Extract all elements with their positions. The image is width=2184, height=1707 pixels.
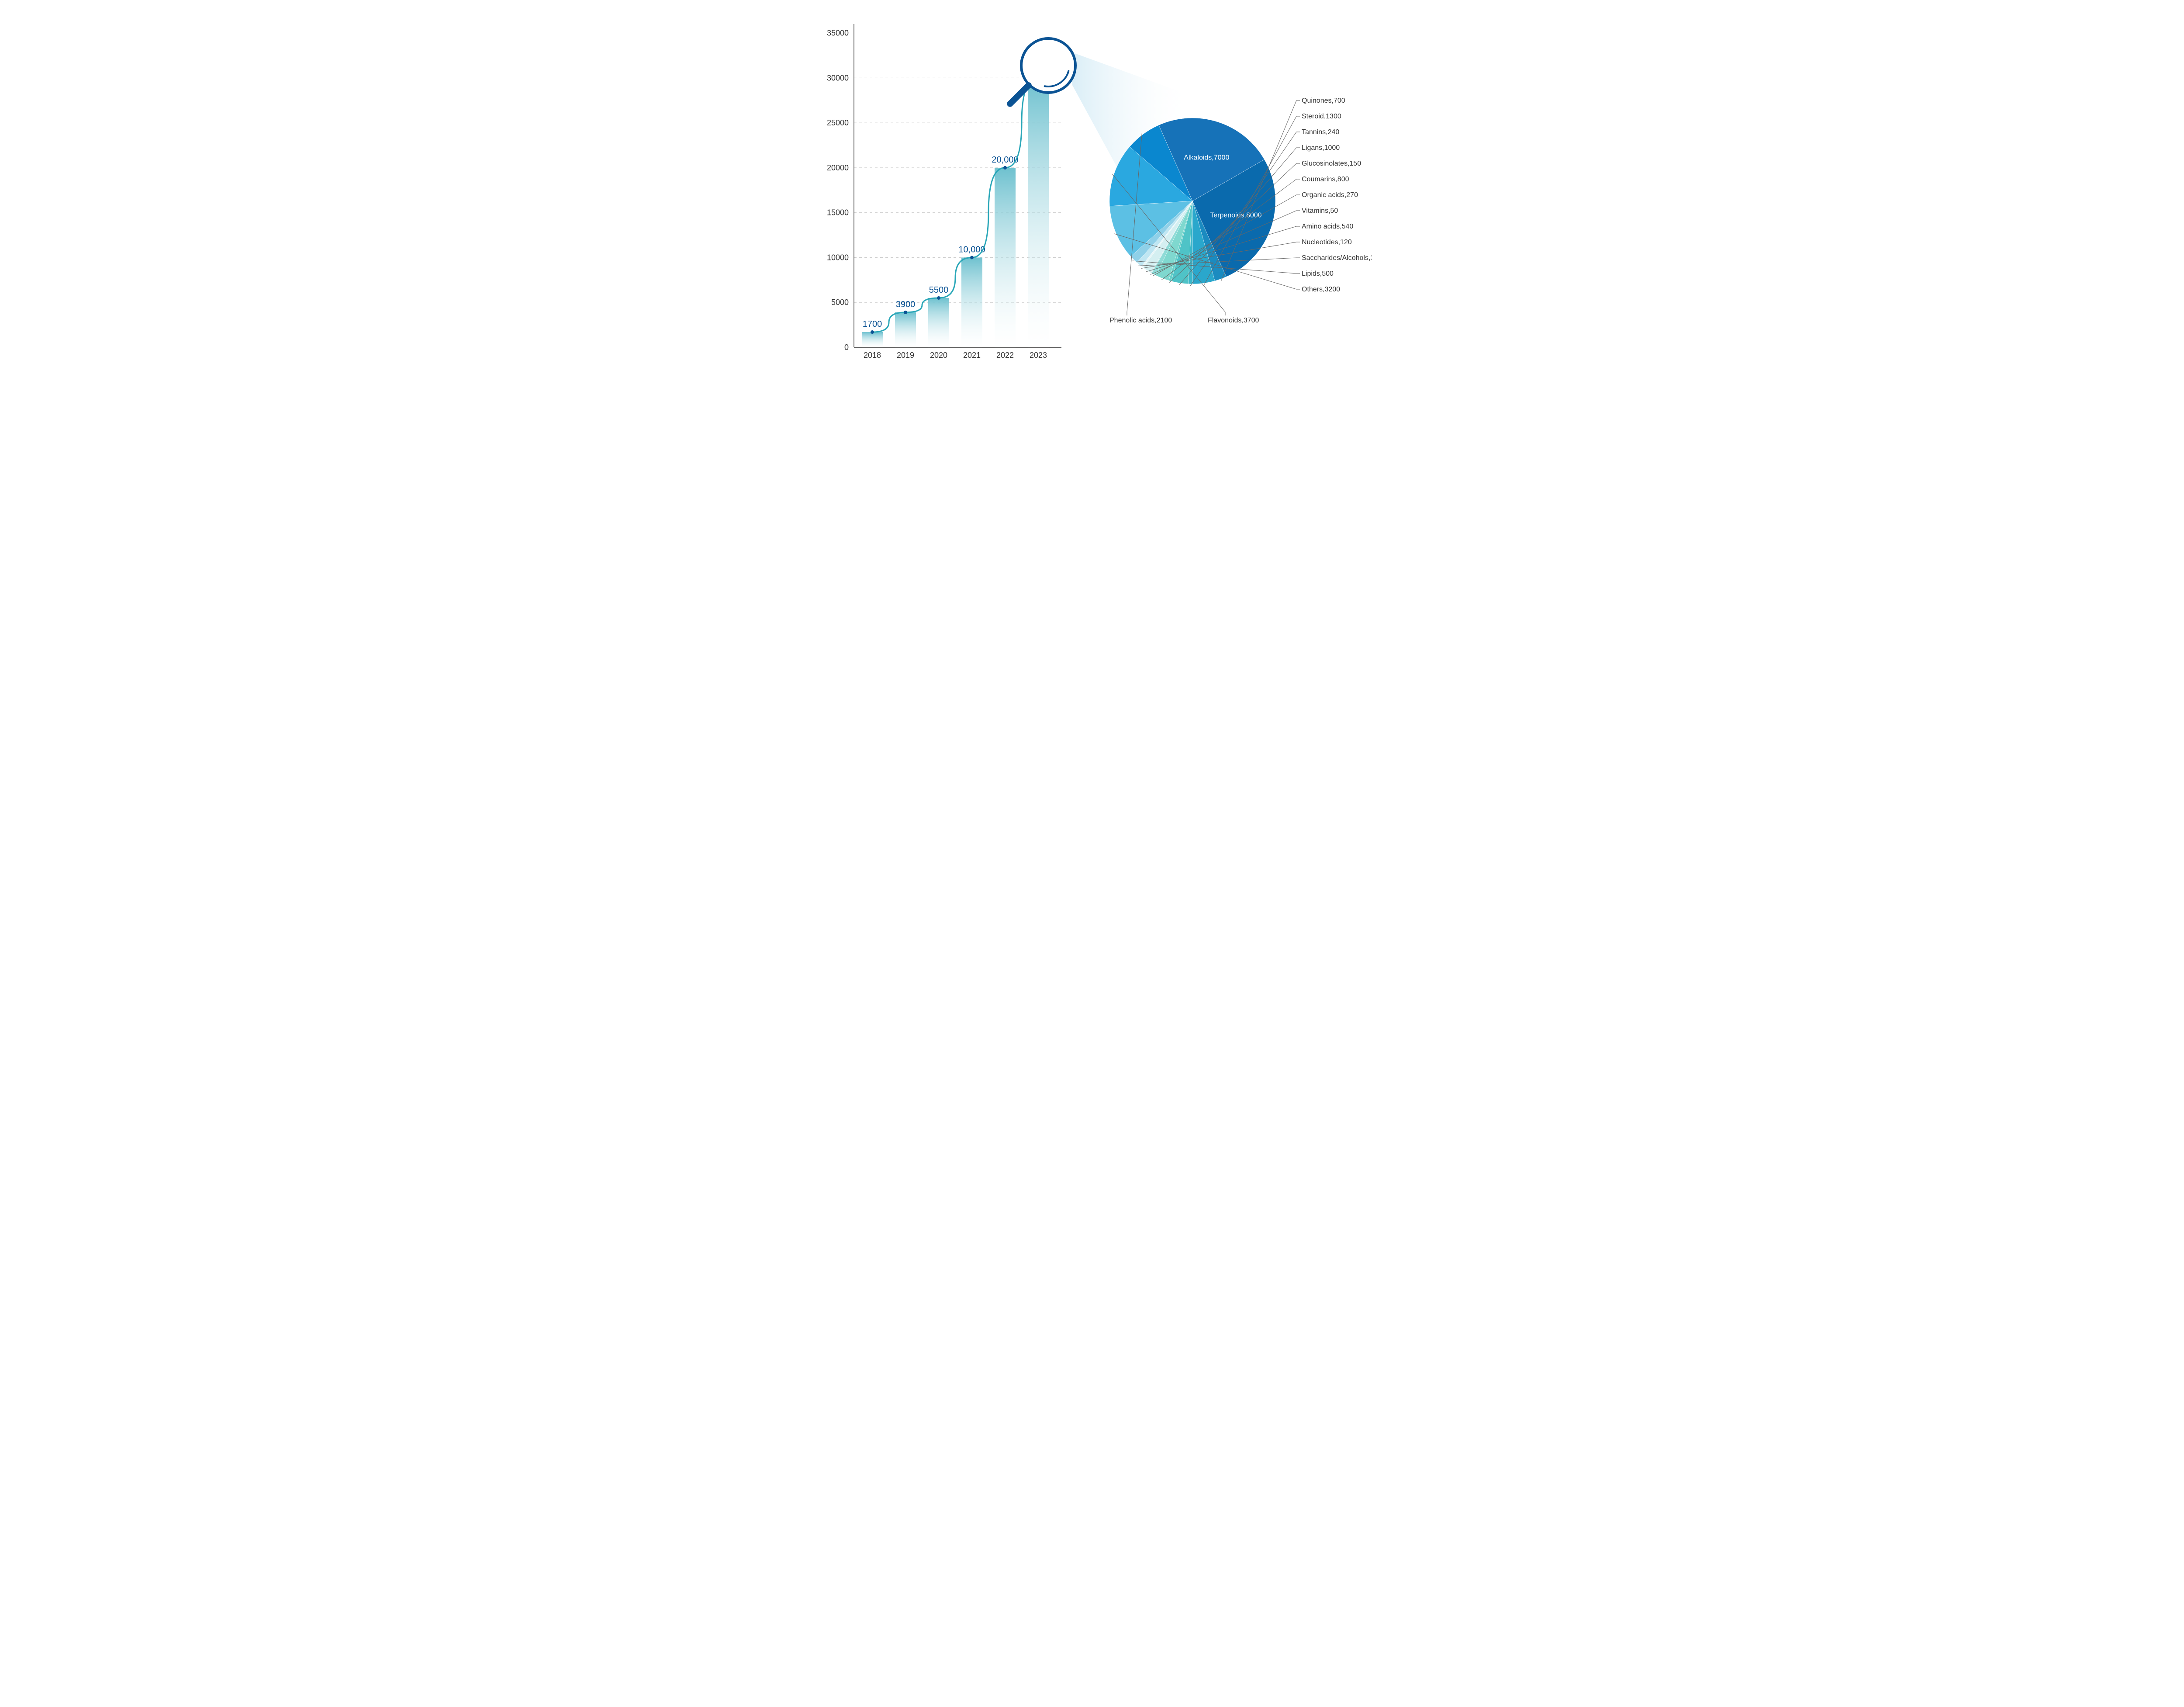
- pie-inner-label: Terpenoids,8000: [1210, 211, 1261, 219]
- y-tick-label: 0: [844, 343, 849, 352]
- y-tick-label: 10000: [827, 253, 849, 262]
- chart-canvas: 0 5000 10000 15000 20000 25000 30000 35000 2018 1…: [812, 0, 1372, 403]
- pie-outer-label: Phenolic acids,2100: [1109, 317, 1172, 324]
- pie-outer-label: Vitamins,50: [1302, 207, 1338, 215]
- pie-outer-label: Glucosinolates,150: [1302, 160, 1361, 167]
- pie-outer-label: Saccharides/Alcohols,340: [1302, 254, 1372, 262]
- y-tick-label: 25000: [827, 118, 849, 127]
- pie-outer-label: Lipids,500: [1302, 270, 1334, 277]
- line-marker: [937, 296, 940, 300]
- bar-value-label: 1700: [863, 319, 882, 329]
- bar-value-label: 3900: [896, 300, 916, 309]
- x-tick-label: 2023: [1030, 351, 1047, 360]
- bar: [928, 298, 949, 347]
- pie-outer-label: Organic acids,270: [1302, 191, 1358, 199]
- y-tick-label: 15000: [827, 208, 849, 217]
- pie-outer-label: Quinones,700: [1302, 97, 1345, 104]
- x-tick-label: 2020: [930, 351, 947, 360]
- y-tick-label: 5000: [831, 298, 849, 307]
- x-tick-label: 2021: [963, 351, 981, 360]
- x-tick-label: 2022: [996, 351, 1014, 360]
- pie-outer-label: Nucleotides,120: [1302, 239, 1352, 246]
- pie-outer-label: Steroid,1300: [1302, 113, 1341, 120]
- bar: [895, 312, 916, 347]
- bar: [995, 168, 1016, 347]
- pie-outer-label: Ligans,1000: [1302, 144, 1340, 152]
- bar: [862, 332, 883, 347]
- bar-value-label: 5500: [929, 285, 949, 295]
- bar: [1028, 78, 1049, 347]
- pie-inner-label: Alkaloids,7000: [1184, 154, 1229, 162]
- pie-outer-label: Coumarins,800: [1302, 176, 1349, 183]
- line-marker: [871, 330, 874, 334]
- y-tick-label: 30000: [827, 73, 849, 82]
- y-tick-label: 20000: [827, 163, 849, 172]
- x-tick-label: 2019: [897, 351, 914, 360]
- y-tick-label: 35000: [827, 29, 849, 38]
- line-marker: [1003, 166, 1007, 170]
- bar: [961, 257, 982, 347]
- line-marker: [904, 311, 907, 314]
- pie-outer-label: Others,3200: [1302, 286, 1340, 293]
- magnifier-handle-icon: [1010, 85, 1028, 104]
- pie-outer-label: Tannins,240: [1302, 128, 1339, 136]
- x-tick-label: 2018: [864, 351, 881, 360]
- pie-outer-label: Amino acids,540: [1302, 223, 1353, 230]
- pie-outer-label: Flavonoids,3700: [1208, 317, 1259, 324]
- line-marker: [970, 256, 974, 259]
